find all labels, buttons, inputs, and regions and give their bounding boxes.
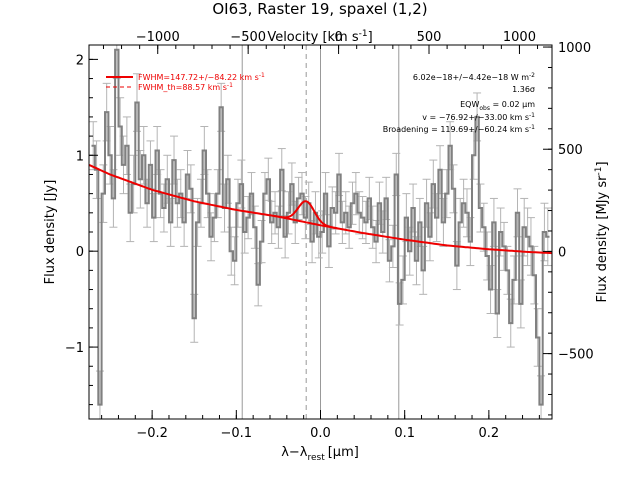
legend-entry-fwhm: FWHM=147.72+/−84.22 km s-1 <box>138 72 265 82</box>
right-axis-label: Flux density [MJy sr-1] <box>594 161 610 302</box>
gaussian-fit-line <box>274 200 339 230</box>
top-axis-label-text: Velocity [km s <box>267 30 359 45</box>
y-tick-label: 1 <box>76 149 84 164</box>
right-axis-label-end: ] <box>595 161 610 166</box>
y-tick-label: 2 <box>76 53 84 68</box>
right-axis-label-text: Flux density [MJy sr <box>595 175 610 303</box>
spectrum-series <box>91 48 550 406</box>
top-axis-label: Velocity [km s-1] <box>267 29 372 45</box>
annotation-flux-sup: -2 <box>529 72 535 79</box>
x-tick-label: 0.2 <box>479 426 500 441</box>
y-tick-label: 0 <box>76 245 84 260</box>
annotation-significance: 1.36σ <box>512 85 535 94</box>
top-tick-label: −1000 <box>136 30 180 45</box>
x-axis-label: λ−λrest [μm] <box>281 445 359 463</box>
legend-entry-fwhm-th-sup: -1 <box>227 82 233 89</box>
annotation-flux-text: 6.02e−18+/−4.42e−18 W m <box>413 73 529 82</box>
y-tick-label: −1 <box>65 341 84 356</box>
annotation-eqw-sub: obs <box>479 105 490 112</box>
fit-series <box>89 163 552 255</box>
top-tick-label: −500 <box>230 30 266 45</box>
right-axis-label-sup: -1 <box>594 167 604 176</box>
legend: FWHM=147.72+/−84.22 km s-1 FWHM_th=88.57… <box>106 72 265 92</box>
right-tick-label: 0 <box>558 245 566 260</box>
right-tick-label: 1000 <box>558 41 591 56</box>
annotation-eqw-text: EQW <box>460 100 479 109</box>
x-axis-label-unit: [μm] <box>328 445 359 460</box>
annotation-broadening-text: Broadening = 119.69+/−60.24 km s <box>383 125 529 134</box>
y-axis-label: Flux density [Jy] <box>43 180 58 285</box>
annotation-broadening-sup: -1 <box>529 124 535 131</box>
x-tick-label: −0.1 <box>221 426 253 441</box>
top-axis-label-end: ] <box>368 30 373 45</box>
axis-ticks: −0.2 −0.1 0.0 0.1 0.2 −1 0 1 2 −1000 −500 0 500 1000 −… <box>65 30 594 441</box>
x-tick-label: −0.2 <box>136 426 168 441</box>
annotation-velocity-sup: -1 <box>529 112 535 119</box>
right-tick-label: −500 <box>558 348 594 363</box>
top-tick-label: 1000 <box>503 30 536 45</box>
annotation-broadening: Broadening = 119.69+/−60.24 km s-1 <box>383 124 535 134</box>
continuum-fit-line <box>89 163 552 255</box>
fit-annotations: 6.02e−18+/−4.42e−18 W m-2 1.36σ EQWobs =… <box>383 72 536 134</box>
annotation-eqw-rest: = 0.02 μm <box>490 100 535 109</box>
x-tick-label: 0.0 <box>310 426 331 441</box>
annotation-flux: 6.02e−18+/−4.42e−18 W m-2 <box>413 72 535 82</box>
top-tick-label: 0 <box>334 30 342 45</box>
top-tick-label: 500 <box>417 30 442 45</box>
x-axis-label-sub: rest <box>307 453 325 463</box>
right-tick-label: 500 <box>558 143 583 158</box>
legend-entry-fwhm-th: FWHM_th=88.57 km s-1 <box>138 82 233 92</box>
legend-entry-fwhm-sup: -1 <box>259 72 265 79</box>
legend-entry-fwhm-text: FWHM=147.72+/−84.22 km s <box>138 73 259 82</box>
annotation-velocity: v = −76.92+/−33.00 km s-1 <box>422 112 535 122</box>
spectrum-line <box>91 48 550 406</box>
x-tick-label: 0.1 <box>394 426 415 441</box>
chart-title: OI63, Raster 19, spaxel (1,2) <box>212 0 427 18</box>
x-axis-label-text: λ−λ <box>281 445 308 460</box>
annotation-eqw: EQWobs = 0.02 μm <box>460 100 535 112</box>
legend-entry-fwhm-th-text: FWHM_th=88.57 km s <box>138 83 227 92</box>
annotation-velocity-text: v = −76.92+/−33.00 km s <box>422 113 529 122</box>
top-axis-label-sup: -1 <box>359 29 368 39</box>
